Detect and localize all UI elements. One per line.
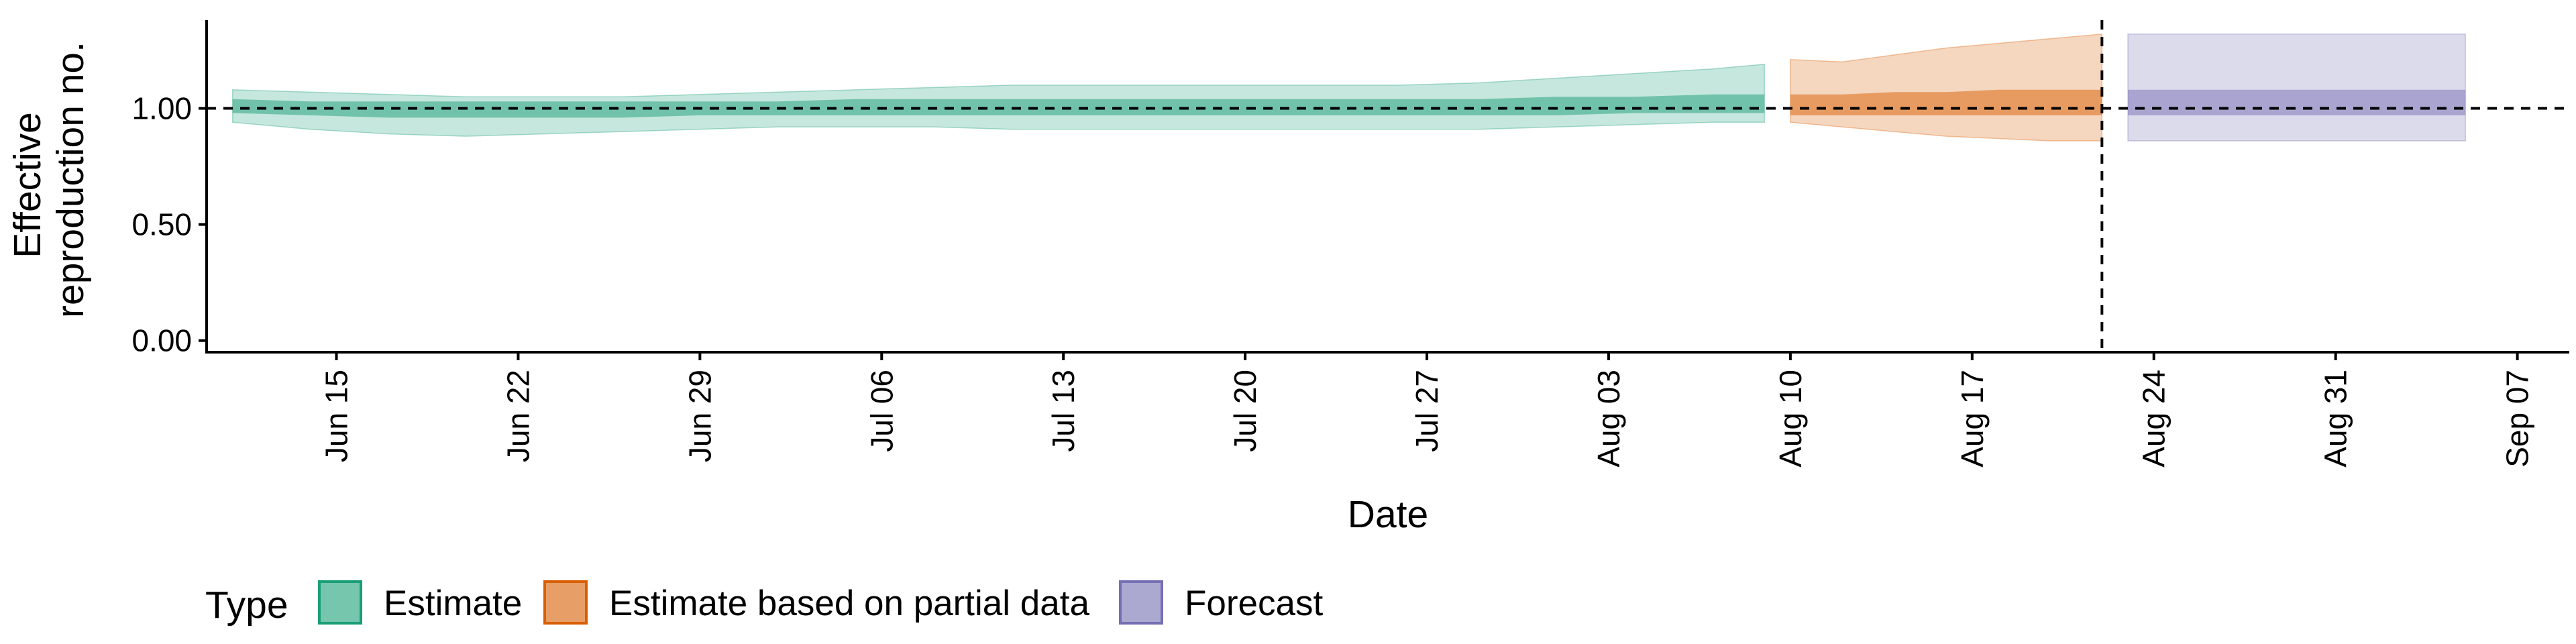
legend-label-estimate: Estimate	[384, 584, 522, 623]
reference-lines	[207, 20, 2569, 352]
y-axis-title-line2: reproduction no.	[49, 42, 92, 318]
legend-label-partial: Estimate based on partial data	[609, 584, 1089, 623]
x-tick-label: Jun 29	[682, 370, 717, 462]
bands-layer	[231, 33, 2466, 142]
x-tick-label: Jul 13	[1046, 370, 1081, 452]
x-ticks: Jun 15 Jun 22 Jun 29 Jul 06 Jul 13 Jul 20 Jul …	[319, 352, 2535, 468]
legend-key-partial	[543, 580, 588, 625]
x-tick-label: Jul 27	[1409, 370, 1444, 452]
x-tick-label: Aug 17	[1955, 370, 1990, 468]
y-tick-label: 0.00	[131, 323, 192, 358]
x-tick-label: Jul 06	[864, 370, 899, 452]
x-tick-label: Aug 10	[1773, 370, 1808, 468]
band-90-forecast	[2127, 34, 2466, 142]
x-tick-label: Jun 22	[500, 370, 535, 462]
x-tick-label: Aug 31	[2318, 370, 2353, 468]
y-ticks: 0.00 0.50 1.00	[131, 91, 207, 358]
legend: Type Estimate Estimate based on partial …	[205, 580, 1323, 627]
legend-title: Type	[205, 584, 288, 627]
legend-key-forecast	[1119, 580, 1163, 625]
y-axis-title: Effective reproduction no.	[6, 42, 92, 318]
x-tick-label: Jun 15	[319, 370, 354, 462]
y-tick-label: 0.50	[131, 207, 192, 242]
x-tick-label: Aug 03	[1591, 370, 1626, 468]
band-50-estimate	[232, 94, 1765, 118]
legend-label-forecast: Forecast	[1185, 584, 1323, 623]
y-axis-title-line1: Effective	[6, 112, 49, 258]
x-tick-label: Aug 24	[2137, 370, 2171, 468]
x-tick-label: Jul 20	[1228, 370, 1263, 452]
y-tick-label: 1.00	[131, 91, 192, 126]
band-50-forecast	[2128, 89, 2466, 115]
x-axis-title: Date	[1348, 493, 1428, 536]
legend-key-estimate	[318, 580, 362, 625]
x-tick-label: Sep 07	[2500, 370, 2535, 468]
band-90-estimate-based-on-partial-data	[1790, 33, 2103, 142]
